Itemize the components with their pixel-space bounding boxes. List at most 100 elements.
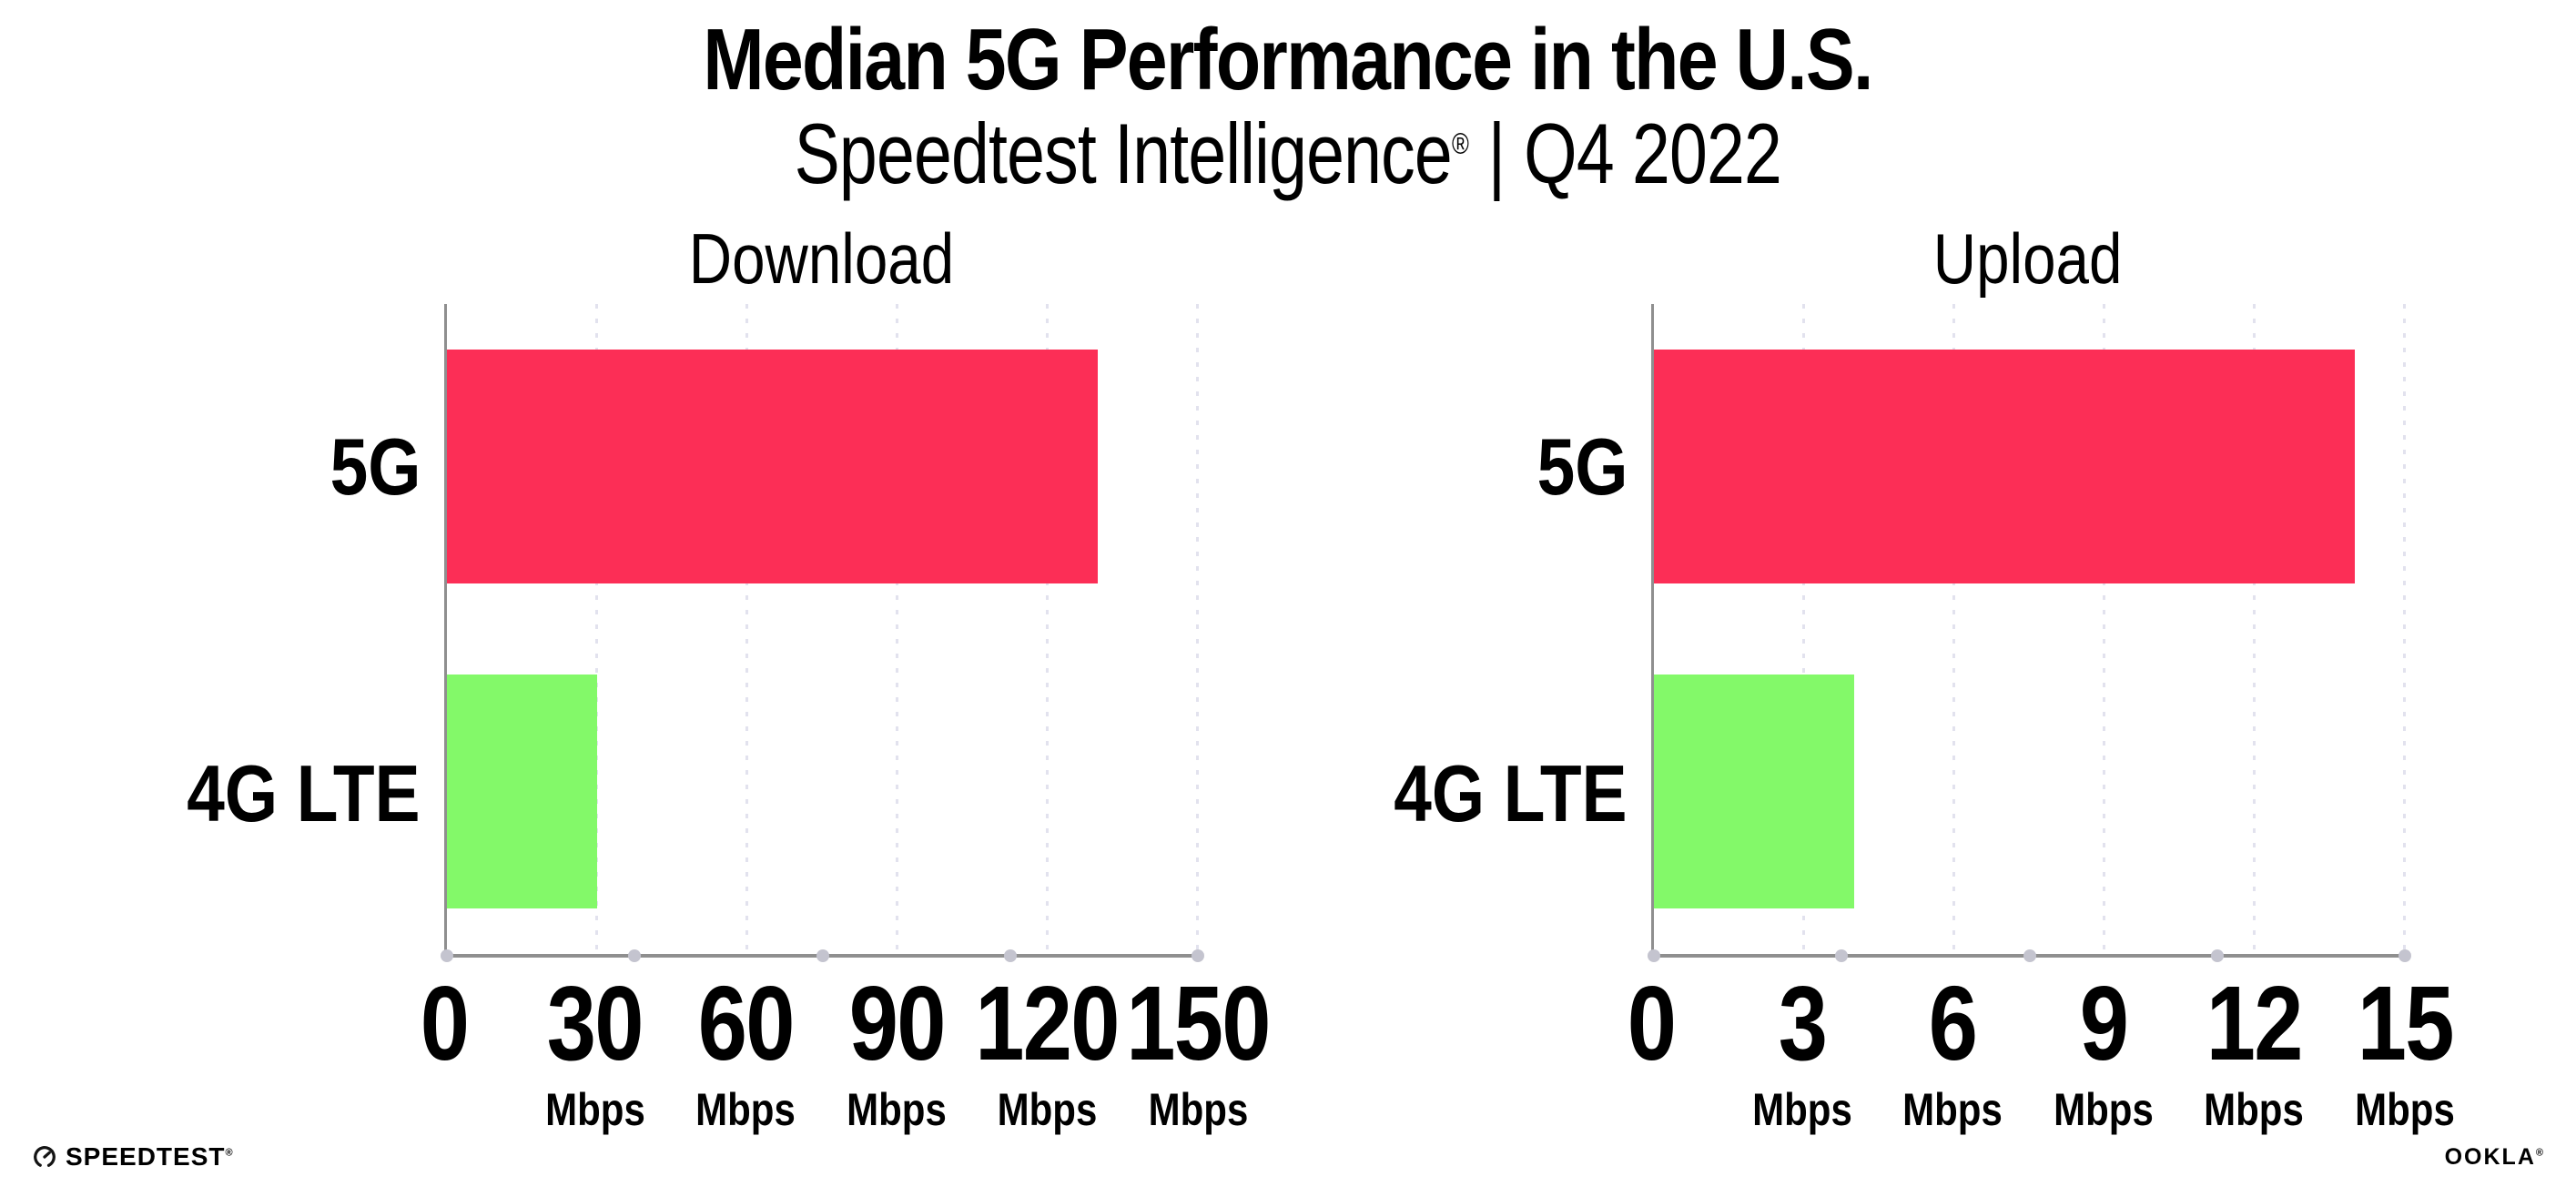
category-label-text: 4G LTE <box>1394 748 1628 839</box>
x-axis-tick: 120 Mbps <box>962 970 1133 1132</box>
x-axis-tick: 0 <box>416 970 473 1076</box>
bar-row <box>447 304 1198 629</box>
x-tick-value-text: 60 <box>697 963 796 1082</box>
axis-dot <box>2023 948 2036 962</box>
upload-chart: Upload 5G 4G LTE 0 3 Mbps 6 Mbps 9 Mbps 12 Mbps 15… <box>1378 213 2455 1152</box>
upload-chart-title: Upload <box>1651 213 2405 304</box>
x-tick-unit: Mbps <box>962 1087 1133 1132</box>
x-tick-value: 6 <box>1893 970 2013 1076</box>
x-tick-unit: Mbps <box>1112 1087 1283 1132</box>
speedtest-logo: SPEEDTEST® <box>33 1142 234 1172</box>
gridline <box>745 303 748 954</box>
axis-dot <box>628 948 642 962</box>
x-axis-tick: 150 Mbps <box>1112 970 1283 1132</box>
gridline <box>595 303 598 954</box>
axis-dot <box>816 948 829 962</box>
gridline <box>1046 303 1049 954</box>
speedtest-wordmark: SPEEDTEST® <box>66 1142 234 1172</box>
axis-dot <box>1835 948 1849 962</box>
x-tick-unit: Mbps <box>837 1087 957 1132</box>
x-tick-value: 3 <box>1742 970 1861 1076</box>
x-tick-unit-text: Mbps <box>2053 1083 2154 1135</box>
gridline <box>1196 303 1199 954</box>
x-axis-tick: 60 Mbps <box>686 970 806 1132</box>
x-tick-unit-text: Mbps <box>846 1083 947 1135</box>
page-title: Median 5G Performance in the U.S. <box>0 13 2576 107</box>
gridline <box>1802 303 1805 954</box>
x-axis-tick: 15 Mbps <box>2346 970 2465 1132</box>
upload-chart-body: 5G 4G LTE <box>1378 303 2411 962</box>
ookla-registered-icon: ® <box>2535 1147 2545 1159</box>
download-plot-area <box>441 303 1204 962</box>
axis-dot <box>2399 948 2411 962</box>
page-title-text: Median 5G Performance in the U.S. <box>703 11 1874 108</box>
x-tick-unit: Mbps <box>1893 1087 2013 1132</box>
x-tick-value: 9 <box>2044 970 2164 1076</box>
x-tick-unit: Mbps <box>2195 1087 2314 1132</box>
category-label-4g-lte: 4G LTE <box>1353 754 1628 834</box>
axis-dot <box>1192 948 1204 962</box>
download-x-axis: 0 30 Mbps 60 Mbps 90 Mbps 120 Mbps 150 Mbps <box>421 970 1272 1152</box>
header: Median 5G Performance in the U.S. Speedt… <box>0 0 2576 197</box>
x-tick-value-text: 90 <box>848 963 946 1082</box>
x-tick-value: 120 <box>962 970 1133 1076</box>
x-tick-value: 60 <box>686 970 806 1076</box>
bar-row <box>1654 304 2405 629</box>
page-subtitle-text: Speedtest Intelligence® | Q4 2022 <box>795 110 1782 197</box>
speedtest-wordmark-text: SPEEDTEST <box>66 1142 226 1171</box>
download-chart: Download 5G 4G LTE 0 30 Mbps 60 Mbps 90 Mbps 120… <box>171 213 1272 1152</box>
category-label-text: 5G <box>330 421 421 512</box>
x-tick-unit-text: Mbps <box>2204 1083 2305 1135</box>
x-axis-tick: 3 Mbps <box>1742 970 1861 1132</box>
x-tick-unit: Mbps <box>686 1087 806 1132</box>
axis-dot <box>1003 948 1017 962</box>
x-tick-unit: Mbps <box>535 1087 654 1132</box>
gridline <box>2253 303 2256 954</box>
x-axis-tick: 0 <box>1623 970 1680 1076</box>
ookla-wordmark: OOKLA® <box>2445 1144 2545 1170</box>
x-tick-unit-text: Mbps <box>997 1083 1098 1135</box>
subtitle-period: Q4 2022 <box>1524 105 1782 201</box>
subtitle-product: Speedtest Intelligence <box>794 105 1453 201</box>
footer: SPEEDTEST® OOKLA® <box>33 1142 2545 1172</box>
upload-chart-title-text: Upload <box>1933 218 2123 299</box>
x-tick-value: 0 <box>416 970 473 1076</box>
x-axis-tick: 9 Mbps <box>2044 970 2164 1132</box>
x-tick-unit-text: Mbps <box>695 1083 796 1135</box>
x-axis-tick: 12 Mbps <box>2195 970 2314 1132</box>
category-label-5g: 5G <box>1521 427 1628 507</box>
x-tick-value-text: 120 <box>975 963 1121 1082</box>
x-tick-value-text: 15 <box>2357 963 2454 1082</box>
x-tick-value-text: 0 <box>1627 963 1677 1082</box>
charts-row: Download 5G 4G LTE 0 30 Mbps 60 Mbps 90 Mbps 120… <box>0 213 2576 1152</box>
x-tick-value: 15 <box>2346 970 2465 1076</box>
speedtest-registered-icon: ® <box>225 1147 234 1159</box>
x-tick-value-text: 3 <box>1778 963 1827 1082</box>
axis-dot <box>441 948 453 962</box>
gridline <box>1952 303 1955 954</box>
x-tick-value: 150 <box>1112 970 1283 1076</box>
x-axis-tick: 30 Mbps <box>535 970 654 1132</box>
page-subtitle: Speedtest Intelligence® | Q4 2022 <box>0 110 2576 197</box>
download-chart-body: 5G 4G LTE <box>171 303 1204 962</box>
speedtest-gauge-icon <box>34 1146 56 1168</box>
x-tick-value-text: 9 <box>2079 963 2129 1082</box>
x-tick-value: 90 <box>837 970 957 1076</box>
x-tick-value: 0 <box>1623 970 1680 1076</box>
ookla-logo: OOKLA® <box>2445 1144 2545 1171</box>
category-label-4g-lte: 4G LTE <box>146 754 421 834</box>
gridline <box>896 303 898 954</box>
category-label-text: 4G LTE <box>187 748 421 839</box>
bar-row <box>1654 629 2405 954</box>
x-tick-value-text: 6 <box>1928 963 1978 1082</box>
x-tick-value-text: 0 <box>420 963 470 1082</box>
bar-4g-lte <box>1654 674 1854 908</box>
axis-dot <box>2210 948 2224 962</box>
x-tick-unit-text: Mbps <box>1902 1083 2003 1135</box>
x-tick-unit-text: Mbps <box>1751 1083 1852 1135</box>
x-tick-unit: Mbps <box>2044 1087 2164 1132</box>
x-axis-tick: 6 Mbps <box>1893 970 2013 1132</box>
x-tick-unit: Mbps <box>1742 1087 1861 1132</box>
bar-4g-lte <box>447 674 597 908</box>
